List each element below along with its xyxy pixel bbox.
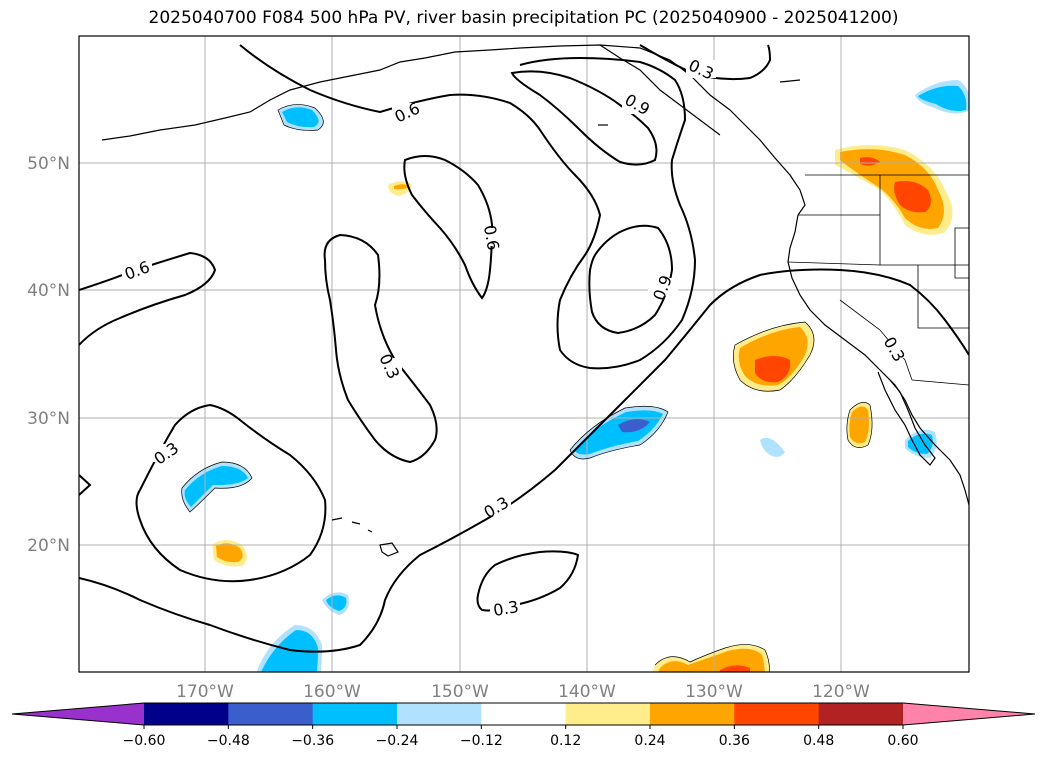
- colorbar-extend-high: [903, 703, 1035, 725]
- precip-region-baja-mid: [849, 406, 869, 444]
- colorbar-tick-label: 0.24: [634, 733, 665, 749]
- colorbar-tick-label: −0.24: [376, 733, 419, 749]
- map-plot-area: 0.3 0.6 0.9 0.6 0.9 0.6 0.3 0.3 0.3 0.3 …: [79, 36, 969, 672]
- colorbar-ticks: −0.60 −0.48 −0.36 −0.24 −0.12 0.12 0.24 0.36 0.4…: [123, 725, 919, 749]
- borders: [787, 174, 969, 386]
- precip-region-hawaii-pos-mid: [216, 543, 243, 563]
- lon-label: 120°W: [812, 682, 870, 702]
- colorbar-segment: [228, 703, 314, 725]
- contour-label: 0.3: [150, 438, 182, 468]
- precip-region-canada-neg-mid: [918, 85, 967, 112]
- colorbar-segment: [397, 703, 482, 725]
- contour-label: 0.9: [621, 90, 653, 119]
- colorbar-tick-label: 0.48: [803, 733, 834, 749]
- colorbar-segment: [144, 703, 229, 725]
- lon-label: 160°W: [303, 682, 361, 702]
- colorbar-segment: [734, 703, 820, 725]
- contour-label: 0.3: [480, 493, 512, 522]
- colorbar-tick-label: −0.60: [123, 733, 166, 749]
- precip-region-west-neg-mid: [184, 466, 248, 507]
- colorbar-tick-label: 0.12: [550, 733, 581, 749]
- precip-region-small-pos-mid: [394, 184, 410, 190]
- colorbar-segments: [11, 702, 1036, 726]
- contour-label: 0.3: [375, 351, 403, 382]
- precip-shading: [181, 80, 969, 672]
- contour-label: 0.9: [649, 273, 676, 303]
- lat-label: 40°N: [27, 281, 70, 301]
- colorbar-segment: [818, 703, 904, 725]
- colorbar-segment: [650, 703, 735, 725]
- lat-axis-labels: 50°N 40°N 30°N 20°N: [27, 154, 70, 556]
- map-frame: [78, 35, 970, 673]
- contour-label: 0.3: [492, 597, 520, 620]
- pv-contours: [79, 44, 969, 653]
- lat-label: 20°N: [27, 536, 70, 556]
- precip-region-ca-core: [755, 356, 791, 383]
- precip-region-central-neg-core: [618, 419, 650, 433]
- precip-region-gulf-neg-mid: [282, 107, 319, 128]
- lon-label: 150°W: [431, 682, 489, 702]
- contour-label: 0.3: [880, 333, 909, 365]
- colorbar-segment: [565, 703, 651, 725]
- colorbar-tick-label: −0.12: [460, 733, 503, 749]
- map-title: 2025040700 F084 500 hPa PV, river basin …: [148, 8, 899, 28]
- colorbar-segment: [312, 703, 398, 725]
- lat-label: 30°N: [27, 409, 70, 429]
- precip-region-south-pos-core: [719, 665, 750, 672]
- contour-label: 0.3: [686, 56, 717, 84]
- contour-label: 0.6: [392, 98, 423, 126]
- precip-region-small-neg: [760, 437, 785, 457]
- contour-label: 0.6: [480, 224, 503, 252]
- colorbar: −0.60 −0.48 −0.36 −0.24 −0.12 0.12 0.24 0.36 0.4…: [11, 702, 1036, 749]
- colorbar-segment: [481, 703, 567, 725]
- precip-region-small-neg2-mid: [908, 433, 933, 454]
- coastlines: [101, 44, 969, 557]
- lat-label: 50°N: [27, 154, 70, 174]
- precip-region-south-neg-mid: [261, 630, 318, 672]
- colorbar-tick-label: −0.48: [207, 733, 250, 749]
- precip-region-hawaii-neg-mid: [326, 595, 347, 611]
- precip-region-pnw-mid: [840, 149, 944, 229]
- colorbar-tick-label: 0.36: [719, 733, 750, 749]
- gridlines: [79, 36, 969, 672]
- precip-region-pnw-core: [894, 181, 931, 213]
- lon-axis-labels: 170°W 160°W 150°W 140°W 130°W 120°W: [176, 682, 870, 702]
- colorbar-tick-label: −0.36: [291, 733, 334, 749]
- colorbar-extend-low: [12, 703, 144, 725]
- lon-label: 170°W: [176, 682, 234, 702]
- lon-label: 130°W: [685, 682, 743, 702]
- shading-outlines: [181, 104, 873, 672]
- colorbar-tick-label: 0.60: [887, 733, 918, 749]
- lon-label: 140°W: [558, 682, 616, 702]
